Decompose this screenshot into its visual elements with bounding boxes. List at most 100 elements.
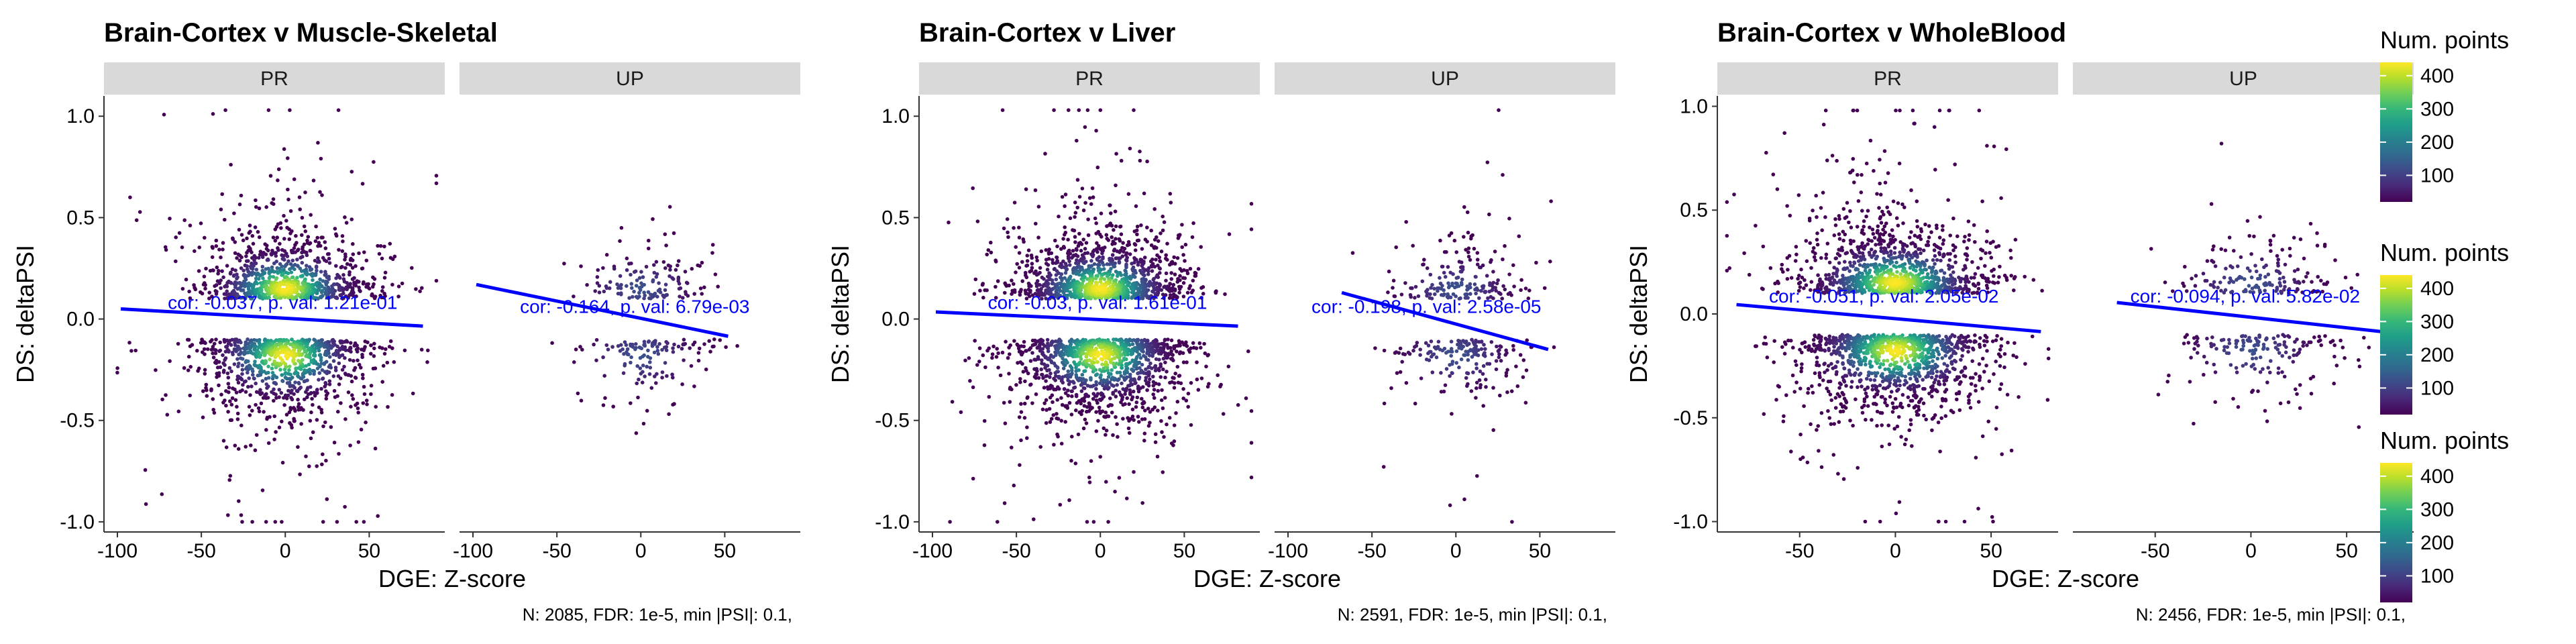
data-point (320, 368, 325, 372)
data-point (1052, 267, 1057, 272)
data-point (1065, 404, 1069, 408)
data-point (1084, 241, 1089, 245)
data-point (1199, 345, 1203, 350)
data-point (204, 266, 208, 271)
data-point (1051, 400, 1055, 405)
data-point (221, 241, 225, 245)
data-point (323, 290, 328, 294)
data-point (315, 464, 319, 468)
data-point (1157, 266, 1162, 270)
data-point (1118, 225, 1122, 229)
data-point (1448, 503, 1452, 507)
data-point (1121, 387, 1125, 391)
data-point (691, 342, 696, 347)
data-point (133, 348, 138, 353)
data-point (1464, 376, 1468, 380)
data-point (641, 421, 646, 426)
data-point (1184, 398, 1189, 402)
data-point (1394, 245, 1398, 250)
data-point (629, 261, 633, 266)
data-point (1166, 337, 1170, 341)
data-point (1134, 400, 1139, 405)
data-point (246, 259, 250, 263)
data-point (286, 259, 290, 264)
data-point (233, 268, 237, 272)
data-point (1517, 234, 1521, 239)
data-point (1077, 231, 1081, 236)
data-point (289, 396, 293, 400)
data-point (319, 290, 324, 294)
data-point (1169, 201, 1173, 205)
data-point (248, 393, 252, 397)
data-point (203, 283, 207, 287)
data-point (264, 376, 268, 381)
data-point (1173, 372, 1177, 376)
data-point (971, 476, 975, 481)
data-point (219, 278, 223, 282)
data-point (1161, 292, 1165, 297)
data-point (358, 288, 362, 292)
data-point (337, 288, 341, 292)
data-point (244, 278, 248, 282)
data-point (244, 379, 248, 384)
data-point (1195, 360, 1199, 364)
data-point (372, 341, 376, 346)
data-point (1116, 435, 1120, 439)
data-point (287, 237, 292, 241)
data-point (1191, 278, 1195, 283)
data-point (1081, 386, 1086, 390)
data-point (1089, 459, 1093, 463)
data-point (203, 286, 207, 291)
data-point (1010, 278, 1014, 282)
data-point (963, 358, 967, 363)
data-point (299, 385, 303, 390)
data-point (1115, 370, 1120, 375)
data-point (1128, 343, 1132, 347)
data-point (1132, 470, 1136, 474)
data-point (995, 347, 999, 351)
data-point (660, 347, 664, 352)
data-point (1157, 255, 1161, 260)
data-point (982, 443, 987, 447)
data-point (264, 428, 268, 432)
data-point (646, 339, 651, 344)
data-point (211, 246, 215, 250)
data-point (1475, 251, 1480, 255)
data-point (1059, 339, 1063, 343)
data-point (246, 341, 251, 346)
data-point (339, 265, 343, 270)
data-point (225, 338, 229, 343)
data-point (615, 282, 619, 286)
data-point (676, 259, 681, 263)
data-point (1152, 280, 1157, 285)
data-point (323, 420, 327, 425)
data-point (323, 370, 327, 374)
data-point (239, 193, 244, 198)
data-point (309, 385, 313, 389)
data-point (349, 341, 353, 345)
data-point (1114, 256, 1118, 260)
data-point (227, 350, 231, 354)
data-point (320, 462, 324, 466)
data-point (211, 268, 215, 272)
data-point (650, 344, 655, 348)
data-point (986, 248, 991, 252)
data-point (252, 264, 256, 268)
data-point (663, 282, 668, 287)
data-point (1017, 235, 1022, 239)
data-point (1124, 386, 1129, 390)
data-point (420, 286, 424, 290)
data-point (369, 352, 373, 356)
data-point (1429, 339, 1434, 343)
data-point (229, 281, 233, 285)
data-point (1117, 390, 1122, 394)
data-point (207, 297, 211, 301)
data-point (1091, 195, 1095, 199)
data-point (641, 354, 645, 359)
data-point (1506, 292, 1511, 297)
data-point (239, 513, 244, 517)
data-point (214, 238, 219, 243)
data-point (1153, 364, 1158, 368)
data-point (277, 388, 282, 392)
data-point (374, 405, 378, 409)
